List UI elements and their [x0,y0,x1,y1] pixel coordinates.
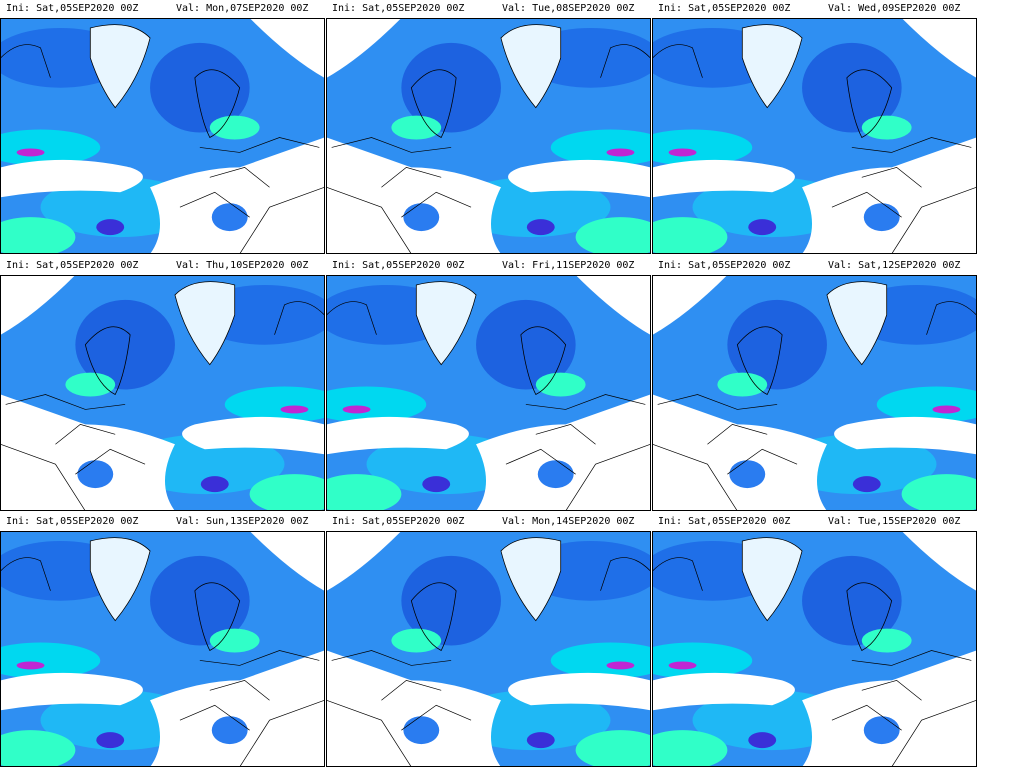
map [0,531,325,767]
valid-time: Val: Wed,09SEP2020 00Z [828,3,960,14]
precipitation-field [652,531,977,767]
forecast-panel: Ini: Sat,05SEP2020 00Z Val: Thu,10SEP2020… [0,260,325,511]
precipitation-field [0,275,325,511]
map [326,18,651,254]
valid-time: Val: Fri,11SEP2020 00Z [502,260,634,271]
map-border [0,531,325,767]
init-time: Ini: Sat,05SEP2020 00Z [332,516,464,527]
map [326,275,651,511]
precipitation-field [326,275,651,511]
forecast-panel: Ini: Sat,05SEP2020 00Z Val: Tue,08SEP2020… [326,3,651,254]
map-border [652,531,977,767]
valid-time: Val: Mon,07SEP2020 00Z [176,3,308,14]
init-time: Ini: Sat,05SEP2020 00Z [332,3,464,14]
valid-time: Val: Mon,14SEP2020 00Z [502,516,634,527]
init-time: Ini: Sat,05SEP2020 00Z [658,260,790,271]
precipitation-field [326,18,651,254]
init-time: Ini: Sat,05SEP2020 00Z [6,516,138,527]
precipitation-field [652,275,977,511]
map-border [326,531,651,767]
init-time: Ini: Sat,05SEP2020 00Z [6,3,138,14]
init-time: Ini: Sat,05SEP2020 00Z [658,3,790,14]
map-border [326,275,651,511]
map-border [0,18,325,254]
forecast-panel: Ini: Sat,05SEP2020 00Z Val: Wed,09SEP2020… [652,3,977,254]
map [0,275,325,511]
map [652,275,977,511]
map-border [0,275,325,511]
map [652,531,977,767]
init-time: Ini: Sat,05SEP2020 00Z [658,516,790,527]
map [326,531,651,767]
map [0,18,325,254]
valid-time: Val: Thu,10SEP2020 00Z [176,260,308,271]
map-border [652,275,977,511]
forecast-panel: Ini: Sat,05SEP2020 00Z Val: Tue,15SEP2020… [652,516,977,767]
init-time: Ini: Sat,05SEP2020 00Z [6,260,138,271]
precipitation-field [652,18,977,254]
precipitation-field [326,531,651,767]
valid-time: Val: Tue,08SEP2020 00Z [502,3,634,14]
map-border [326,18,651,254]
forecast-panel: Ini: Sat,05SEP2020 00Z Val: Sun,13SEP2020… [0,516,325,767]
precipitation-field [0,18,325,254]
forecast-panel: Ini: Sat,05SEP2020 00Z Val: Sat,12SEP2020… [652,260,977,511]
valid-time: Val: Tue,15SEP2020 00Z [828,516,960,527]
map [652,18,977,254]
valid-time: Val: Sat,12SEP2020 00Z [828,260,960,271]
init-time: Ini: Sat,05SEP2020 00Z [332,260,464,271]
forecast-panel: Ini: Sat,05SEP2020 00Z Val: Mon,07SEP2020… [0,3,325,254]
precipitation-field [0,531,325,767]
map-border [652,18,977,254]
forecast-panel: Ini: Sat,05SEP2020 00Z Val: Mon,14SEP2020… [326,516,651,767]
valid-time: Val: Sun,13SEP2020 00Z [176,516,308,527]
forecast-panel: Ini: Sat,05SEP2020 00Z Val: Fri,11SEP2020… [326,260,651,511]
